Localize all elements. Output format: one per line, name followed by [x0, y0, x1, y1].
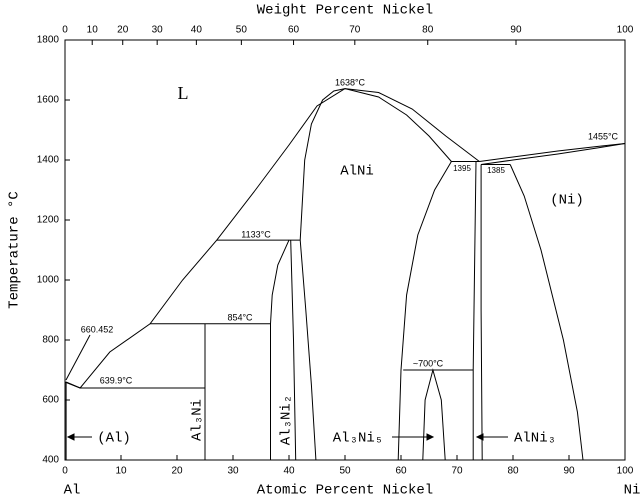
phase-boundary: [480, 164, 483, 461]
x2-tick-label: 50: [236, 25, 248, 36]
phase-boundary: [344, 88, 452, 162]
phase-boundary: [64, 88, 346, 389]
x2-tick-label: 60: [288, 25, 300, 36]
x-tick-label: 40: [283, 466, 295, 477]
y-tick-label: 400: [42, 455, 59, 466]
phase-boundary: [509, 164, 584, 461]
y-tick-label: 1600: [37, 95, 60, 106]
arrowhead: [66, 433, 75, 441]
x2-tick-label: 80: [422, 25, 434, 36]
x2-tick-label: 0: [62, 25, 68, 36]
phase-boundary: [65, 381, 81, 389]
annotation: (Ni): [550, 193, 584, 209]
annotation: Al₃Ni₂: [279, 395, 295, 445]
annotation: (Al): [97, 431, 131, 447]
x2-tick-label: 70: [349, 25, 361, 36]
y-tick-label: 1800: [37, 35, 60, 46]
arrowhead: [426, 433, 435, 441]
annotation: Al₃Ni: [190, 399, 206, 441]
annotation: 854°C: [227, 312, 253, 322]
x2-tick-label: 100: [617, 25, 634, 36]
annotation: 1133°C: [241, 229, 271, 239]
phase-boundary: [481, 143, 626, 165]
annotation: L: [178, 83, 189, 103]
y-tick-label: 800: [42, 335, 59, 346]
x2-tick-label: 10: [87, 25, 99, 36]
y-tick-label: 1200: [37, 215, 60, 226]
phase-boundary: [299, 240, 317, 461]
top-axis-title: Weight Percent Nickel: [257, 3, 433, 19]
x-tick-label: 0: [62, 466, 68, 477]
annotation: 1455°C: [588, 131, 619, 141]
y-tick-label: 1000: [37, 275, 60, 286]
phase-boundary: [422, 368, 446, 461]
x-tick-label: 20: [171, 466, 183, 477]
x2-tick-label: 20: [117, 25, 129, 36]
x-tick-label: 100: [617, 466, 634, 477]
x-tick-label: 10: [115, 466, 127, 477]
phase-boundary: [344, 88, 480, 162]
x-tick-label: 90: [563, 466, 575, 477]
y-tick-label: 600: [42, 395, 59, 406]
annotation: 1385: [487, 166, 505, 175]
y-axis-title: Temperature °C: [7, 191, 23, 309]
x-tick-label: 30: [227, 466, 239, 477]
x-tick-label: 80: [507, 466, 519, 477]
phase-boundary: [290, 240, 297, 461]
arrowhead: [475, 433, 484, 441]
x-right-label: Ni: [624, 483, 641, 499]
annotation: 1395: [453, 164, 471, 173]
x-left-label: Al: [64, 483, 81, 499]
annotation: 639.9°C: [100, 375, 133, 385]
x-axis-title: Atomic Percent Nickel: [257, 483, 433, 499]
x-tick-label: 50: [339, 466, 351, 477]
phase-boundary: [472, 161, 477, 460]
x-tick-label: 70: [451, 466, 463, 477]
annotation: AlNi₃: [514, 431, 556, 447]
x-tick-label: 60: [395, 466, 407, 477]
leader-line: [65, 334, 91, 381]
annotation: Al₃Ni₅: [333, 431, 383, 447]
phase-boundary: [270, 239, 290, 460]
annotation: ~700°C: [413, 358, 444, 368]
y-tick-label: 1400: [37, 155, 60, 166]
phase-boundary: [299, 88, 346, 241]
x2-tick-label: 30: [152, 25, 164, 36]
phase-boundary: [397, 161, 452, 461]
x2-tick-label: 90: [510, 25, 522, 36]
annotation: AlNi: [340, 164, 374, 180]
annotation: 660.452: [81, 324, 114, 334]
phase-boundary: [479, 143, 626, 162]
x2-tick-label: 40: [191, 25, 203, 36]
annotation: 1638°C: [335, 77, 366, 87]
